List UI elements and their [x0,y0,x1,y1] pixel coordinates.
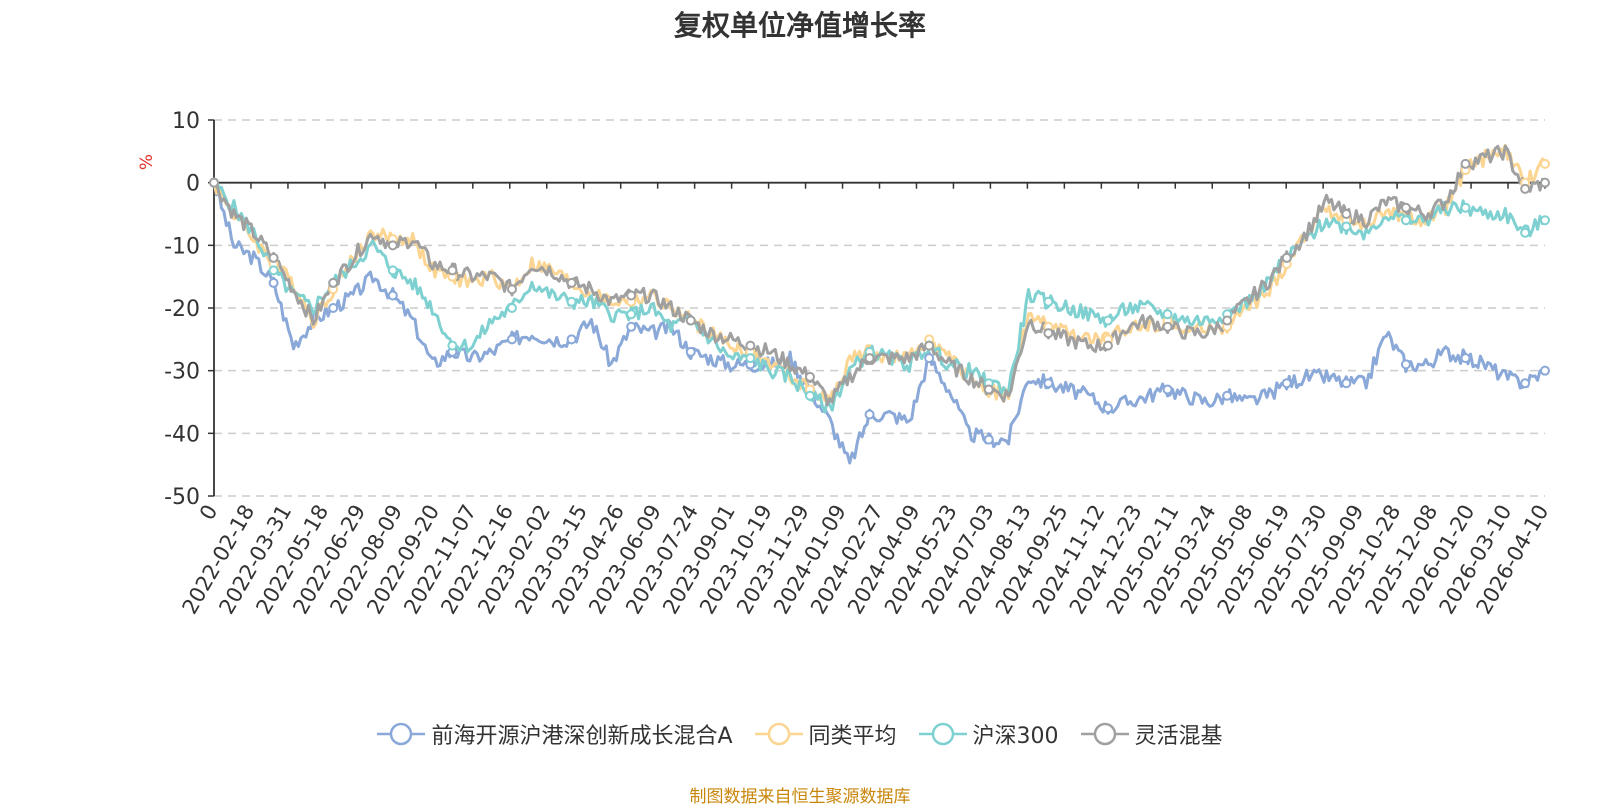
series-marker [924,353,935,364]
series-marker [1460,158,1471,169]
series-marker [864,353,875,364]
series-marker [626,309,637,320]
series-marker [268,265,279,276]
series-marker [506,303,517,313]
y-tick-label: -40 [164,422,200,447]
legend-swatch-icon [754,722,803,746]
series-marker [506,284,517,295]
series-marker [566,334,577,345]
series-marker [1043,296,1054,307]
series-marker [1540,177,1550,188]
series-marker [1460,202,1471,213]
series-marker [1102,340,1113,351]
y-tick-label: 0 [186,172,200,197]
series-marker [626,290,637,301]
series-marker [1540,365,1550,376]
x-tick-label: 0 [195,501,222,525]
series-marker [685,346,696,357]
y-tick-label: -30 [164,360,200,385]
series-marker [1162,321,1173,332]
series-marker [1341,221,1352,232]
legend: 前海开源沪港深创新成长混合A 同类平均 沪深300 灵活混基 [0,718,1600,750]
series-marker [685,315,696,326]
y-tick-label: 10 [172,109,200,134]
series-marker [447,340,458,351]
series-lines [212,143,1547,465]
series-line [213,144,1547,407]
legend-item[interactable]: 沪深300 [918,718,1059,750]
series-marker [626,321,637,332]
series-marker [1281,252,1292,263]
series-marker [268,252,279,263]
series-marker [1162,309,1173,320]
series-marker [1102,315,1113,326]
series-marker [1520,183,1531,194]
series-marker [1341,378,1352,389]
series-marker [1540,215,1550,226]
series-marker [1400,202,1411,213]
series-marker [1043,328,1054,339]
series-marker [328,277,339,288]
legend-swatch-icon [918,722,967,746]
series-marker [745,340,756,351]
legend-label: 同类平均 [808,724,897,749]
series-marker [566,277,577,288]
series-marker [1400,359,1411,370]
series-marker [924,340,935,351]
y-axis-label: % [137,154,157,170]
legend-label: 沪深300 [972,724,1059,749]
series-marker [1520,227,1531,238]
series-marker [1460,353,1471,364]
series-marker [387,290,398,301]
series-marker [983,384,994,395]
series-marker [804,371,815,382]
data-source-note: 制图数据来自恒生聚源数据库 [689,787,911,807]
series-marker [1222,315,1233,326]
series-marker [387,265,398,276]
grid-lines [214,119,1545,497]
y-tick-label: -50 [164,485,200,510]
series-marker [1102,403,1113,414]
series-marker [506,334,517,345]
series-marker [387,240,398,251]
series-marker [1162,384,1173,395]
legend-label: 灵活混基 [1134,724,1223,749]
y-tick-label: -10 [164,234,200,259]
series-marker [566,296,577,307]
series-marker [1520,378,1531,389]
legend-item[interactable]: 前海开源沪港深创新成长混合A [377,718,733,750]
series-marker [1341,209,1352,219]
series-marker [447,265,458,276]
series-markers [209,158,1550,445]
legend-swatch-icon [1080,722,1129,746]
chart-title: 复权单位净值增长率 [673,9,926,42]
legend-item[interactable]: 灵活混基 [1080,718,1223,750]
series-marker [1222,390,1233,401]
series-marker [745,353,756,364]
series-marker [1540,158,1550,169]
series-marker [804,390,815,401]
series-marker [1400,215,1411,226]
legend-swatch-icon [377,722,426,746]
series-line [212,182,1546,465]
series-marker [268,277,279,288]
line-chart: 100-10-20-30-40-5002022-02-182022-03-312… [137,109,1553,618]
y-tick-label: -20 [164,297,200,322]
series-marker [864,409,875,420]
series-marker [328,303,339,313]
series-marker [1281,378,1292,389]
axes: 100-10-20-30-40-5002022-02-182022-03-312… [164,109,1553,618]
series-marker [209,177,219,188]
legend-item[interactable]: 同类平均 [754,718,897,750]
series-marker [983,434,994,445]
legend-label: 前海开源沪港深创新成长混合A [431,724,733,749]
series-marker [1043,378,1054,389]
